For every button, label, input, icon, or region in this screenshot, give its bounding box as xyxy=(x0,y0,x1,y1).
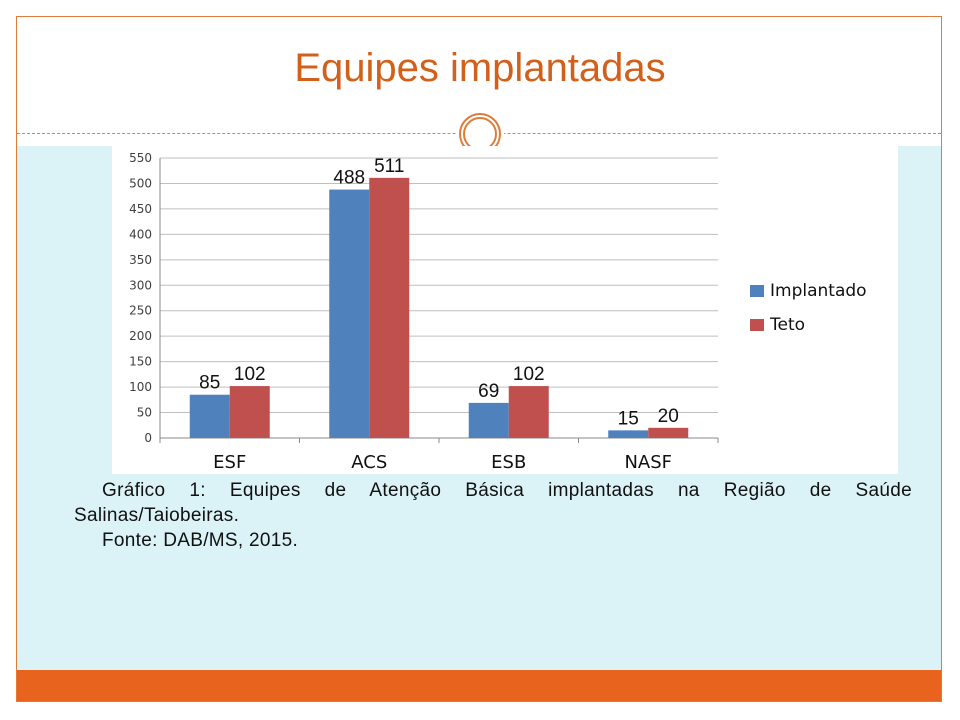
x-category-label: ESB xyxy=(491,452,526,473)
legend-swatch-implantado xyxy=(750,285,764,297)
data-label: 69 xyxy=(478,381,499,402)
bar-chart: 0 50 100 150 200 250 300 350 400 450 500 550 85 102 ES… xyxy=(129,151,867,473)
legend-label-teto: Teto xyxy=(769,315,805,335)
bar-teto-nasf xyxy=(648,427,689,438)
y-tick-label: 50 xyxy=(137,406,152,420)
y-tick-label: 100 xyxy=(129,380,152,394)
bar-implantado-esf xyxy=(189,394,230,438)
x-category-label: ACS xyxy=(351,452,387,473)
bar-implantado-acs xyxy=(329,189,370,438)
bar-implantado-nasf xyxy=(608,430,649,438)
y-tick-label: 400 xyxy=(129,227,152,241)
data-label: 511 xyxy=(374,156,404,177)
x-category-label: ESF xyxy=(213,452,246,473)
data-label: 102 xyxy=(234,364,266,385)
y-tick-label: 250 xyxy=(129,304,152,318)
data-label: 20 xyxy=(658,406,679,427)
caption-line-2: Salinas/Taiobeiras. xyxy=(74,505,240,526)
bar-teto-esf xyxy=(229,386,270,438)
bar-implantado-esb xyxy=(468,402,509,438)
footer-bar xyxy=(17,670,941,701)
y-tick-label: 150 xyxy=(129,355,152,369)
caption-source: Fonte: DAB/MS, 2015. xyxy=(102,530,299,551)
bar-teto-acs xyxy=(369,177,410,438)
data-label: 102 xyxy=(513,364,545,385)
chart-caption: Gráfico 1: Equipes de Atenção Básica imp… xyxy=(74,478,912,553)
y-tick-label: 0 xyxy=(144,431,152,445)
y-tick-label: 450 xyxy=(129,202,152,216)
data-label: 85 xyxy=(199,373,220,394)
y-tick-label: 550 xyxy=(129,151,152,165)
y-tick-label: 200 xyxy=(129,329,152,343)
bar-teto-esb xyxy=(508,386,549,438)
y-tick-label: 350 xyxy=(129,253,152,267)
caption-line-1: Gráfico 1: Equipes de Atenção Básica imp… xyxy=(102,480,912,501)
x-category-label: NASF xyxy=(624,452,672,473)
y-tick-label: 500 xyxy=(129,176,152,190)
legend-label-implantado: Implantado xyxy=(770,281,867,301)
slide-title: Equipes implantadas xyxy=(294,46,666,90)
data-label: 15 xyxy=(618,408,639,429)
data-label: 488 xyxy=(333,168,365,189)
y-tick-label: 300 xyxy=(129,278,152,292)
legend-swatch-teto xyxy=(750,319,764,331)
